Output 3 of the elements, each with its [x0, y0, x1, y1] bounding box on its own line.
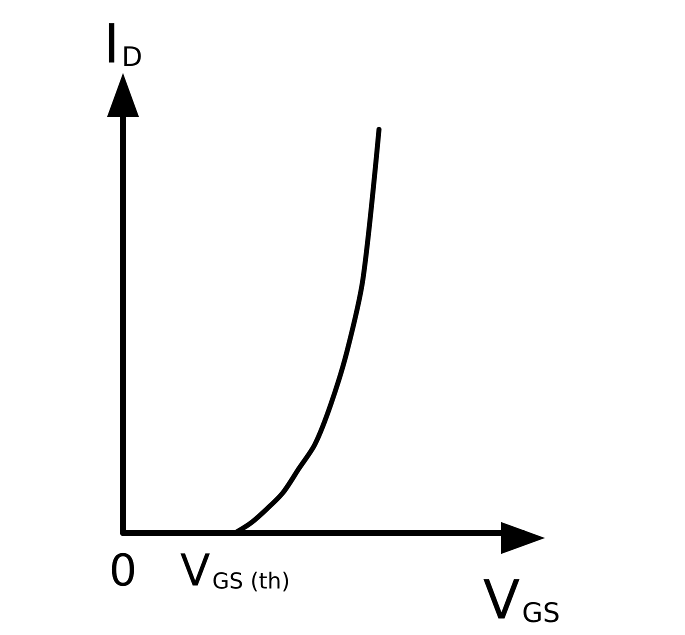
x-tick-label: 0	[109, 546, 137, 596]
x-axis-title: VGS	[483, 568, 560, 632]
x-tick-label: VGS (th)	[180, 546, 290, 596]
